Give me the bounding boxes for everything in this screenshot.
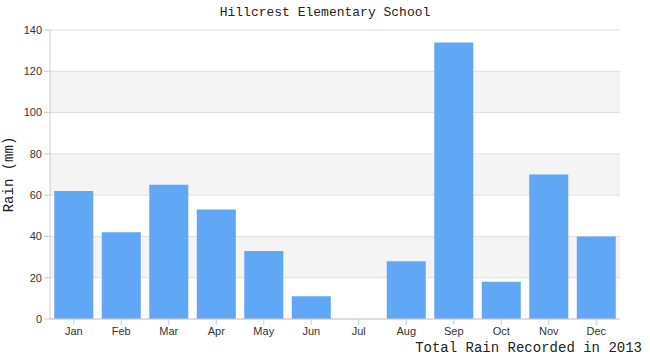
html-text:Total Rain Recorded in 2013: Total Rain Recorded in 2013 xyxy=(415,340,642,356)
svg-text:120: 120 xyxy=(24,65,42,77)
svg-text:140: 140 xyxy=(24,24,42,36)
svg-text:Sep: Sep xyxy=(444,325,464,337)
svg-text:100: 100 xyxy=(24,106,42,118)
svg-text:Nov: Nov xyxy=(539,325,559,337)
svg-text:60: 60 xyxy=(30,189,42,201)
svg-text:0: 0 xyxy=(36,313,42,325)
svg-text:20: 20 xyxy=(30,272,42,284)
svg-text:80: 80 xyxy=(30,148,42,160)
svg-text:Jul: Jul xyxy=(352,325,366,337)
svg-text:Apr: Apr xyxy=(208,325,225,337)
svg-text:Rain (mm): Rain (mm) xyxy=(8,137,17,213)
svg-text:Jun: Jun xyxy=(302,325,320,337)
svg-text:Dec: Dec xyxy=(586,325,606,337)
svg-text:Aug: Aug xyxy=(396,325,416,337)
svg-text:Feb: Feb xyxy=(112,325,131,337)
svg-text:40: 40 xyxy=(30,230,42,242)
svg-text:Jan: Jan xyxy=(65,325,83,337)
html-text:Hillcrest Elementary School: Hillcrest Elementary School xyxy=(219,5,431,20)
svg-text:May: May xyxy=(253,325,274,337)
svg-text:Mar: Mar xyxy=(159,325,178,337)
svg-text:Oct: Oct xyxy=(493,325,510,337)
